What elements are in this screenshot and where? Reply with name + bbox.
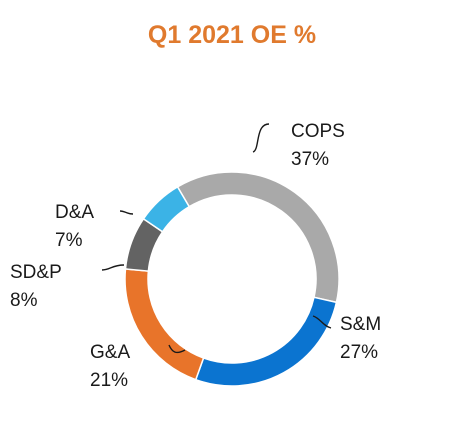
slice-cops — [176, 171, 340, 304]
chart-title: Q1 2021 OE % — [148, 21, 316, 49]
leader-line-ga — [168, 344, 186, 354]
slice-label-da: D&A — [55, 202, 94, 223]
slice-da — [142, 185, 191, 233]
slice-sm — [194, 296, 338, 387]
slice-value-sdp: 8% — [10, 290, 38, 311]
slice-label-sm: S&M — [340, 314, 381, 335]
slice-value-sm: 27% — [340, 342, 378, 363]
slice-value-ga: 21% — [90, 370, 128, 391]
leader-line-sdp — [101, 264, 125, 271]
slice-ga — [124, 268, 205, 381]
leader-lines — [101, 123, 332, 354]
donut-slices — [124, 171, 340, 387]
slice-value-cops: 37% — [291, 149, 329, 170]
leader-line-sm — [312, 315, 332, 329]
leader-line-da — [119, 210, 134, 215]
slice-label-ga: G&A — [90, 342, 130, 363]
leader-line-cops — [252, 123, 270, 153]
slice-label-sdp: SD&P — [10, 262, 62, 283]
slice-labels: COPS 37% S&M 27% G&A 21% SD&P 8% D&A 7% — [10, 121, 381, 391]
slice-label-cops: COPS — [291, 121, 345, 142]
slice-value-da: 7% — [55, 230, 83, 251]
